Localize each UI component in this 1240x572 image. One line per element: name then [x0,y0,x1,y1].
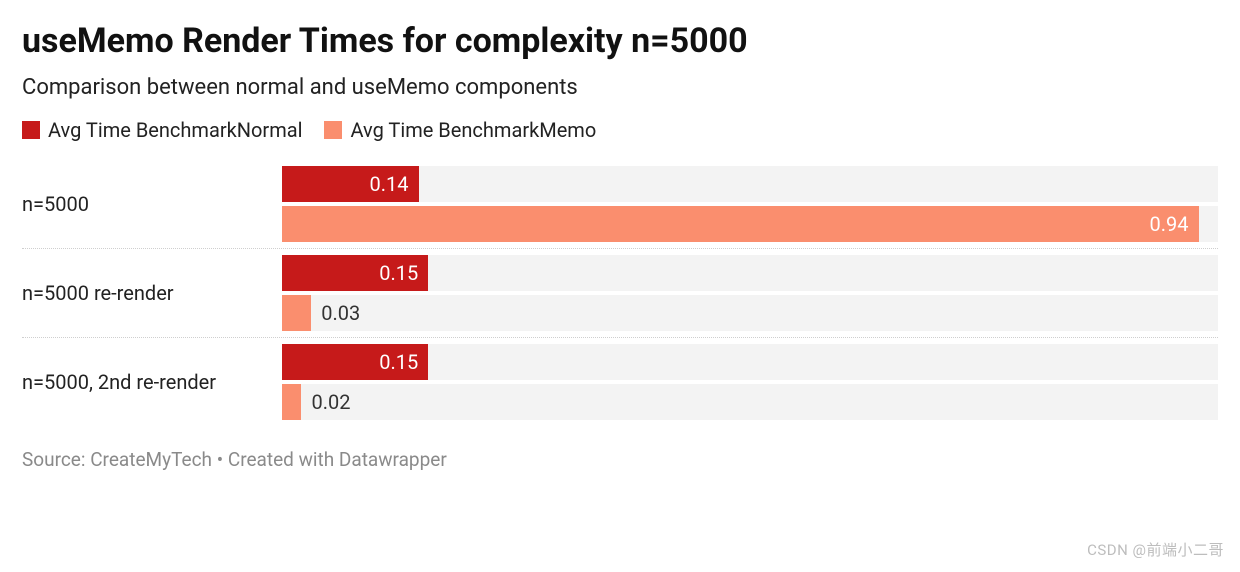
category-label: n=5000 [22,166,282,242]
legend-label-normal: Avg Time BenchmarkNormal [48,118,302,142]
legend-item-memo: Avg Time BenchmarkMemo [324,118,596,142]
legend-label-memo: Avg Time BenchmarkMemo [350,118,596,142]
bar-track: 0.02 [282,384,1218,420]
category-label: n=5000 re-render [22,255,282,331]
bar-value-label: 0.02 [311,390,350,414]
bar-chart: n=50000.140.94n=5000 re-render0.150.03n=… [22,160,1218,426]
chart-row: n=5000 re-render 0.15 0.03 [22,248,1218,337]
chart-footer: Source: CreateMyTech • Created with Data… [22,448,1218,471]
watermark: CSDN @前端小二哥 [1087,539,1224,560]
bar-memo [282,295,311,331]
bar-memo [282,384,301,420]
bar-track: 0.94 [282,206,1218,242]
category-label: n=5000, 2nd re-render [22,344,282,420]
bar-memo [282,206,1199,242]
chart-row: n=5000 0.14 0.94 [22,160,1218,248]
bar-value-label: 0.14 [370,172,409,196]
legend: Avg Time BenchmarkNormal Avg Time Benchm… [22,118,1218,142]
bars-group: 0.15 0.03 [282,255,1218,331]
bar-track: 0.15 [282,255,1218,291]
bar-track: 0.03 [282,295,1218,331]
legend-item-normal: Avg Time BenchmarkNormal [22,118,302,142]
bar-value-label: 0.03 [321,301,360,325]
bar-value-label: 0.15 [379,261,418,285]
bar-track: 0.14 [282,166,1218,202]
legend-swatch-memo [324,121,342,139]
bars-group: 0.15 0.02 [282,344,1218,420]
bar-track: 0.15 [282,344,1218,380]
bar-value-label: 0.94 [1150,212,1189,236]
chart-title: useMemo Render Times for complexity n=50… [22,20,1218,63]
chart-subtitle: Comparison between normal and useMemo co… [22,75,1218,100]
bars-group: 0.14 0.94 [282,166,1218,242]
bar-value-label: 0.15 [379,350,418,374]
legend-swatch-normal [22,121,40,139]
chart-row: n=5000, 2nd re-render 0.15 0.02 [22,337,1218,426]
